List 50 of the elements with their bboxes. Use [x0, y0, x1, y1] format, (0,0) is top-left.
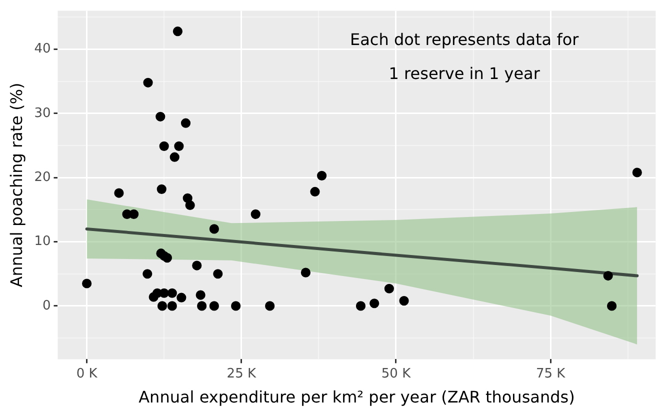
y-tick-label: 30	[34, 106, 51, 121]
y-tick-label: 0	[42, 298, 51, 314]
x-tick-label: 0 K	[76, 366, 98, 382]
y-tick-label: 10	[34, 234, 51, 250]
point	[300, 268, 311, 278]
point	[209, 301, 219, 311]
point	[172, 26, 183, 36]
point	[170, 152, 180, 162]
point	[316, 170, 327, 180]
point	[167, 288, 177, 298]
point	[82, 278, 92, 288]
point	[142, 269, 152, 279]
point	[250, 209, 260, 219]
y-axis-title: Annual poaching rate (%)	[6, 82, 26, 288]
point	[196, 290, 206, 300]
annotation: Each dot represents data for 1 reserve in 1 year	[350, 30, 580, 83]
point	[167, 301, 177, 311]
point	[603, 270, 613, 281]
x-tick-label: 50 K	[381, 366, 412, 382]
x-axis-title: Annual expenditure per km² per year (ZAR thousands)	[138, 388, 575, 407]
point	[399, 296, 409, 306]
point	[143, 78, 153, 88]
point	[129, 209, 139, 219]
y-tick-label: 20	[34, 170, 51, 185]
point	[156, 112, 166, 122]
point	[370, 298, 380, 308]
point	[231, 301, 241, 311]
point	[384, 284, 394, 294]
point	[162, 253, 172, 263]
point	[114, 188, 124, 198]
point	[156, 184, 166, 194]
point	[213, 269, 223, 279]
point	[356, 301, 366, 311]
point	[606, 301, 617, 311]
point	[159, 141, 169, 151]
point	[632, 168, 642, 178]
point	[192, 260, 202, 270]
x-tick-label: 25 K	[226, 366, 256, 382]
point	[174, 141, 184, 151]
point	[310, 186, 320, 197]
point	[176, 292, 186, 302]
point	[159, 288, 169, 298]
point	[185, 200, 195, 210]
point	[265, 301, 275, 311]
x-tick-label: 75 K	[536, 366, 566, 382]
y-tick-label: 40	[34, 42, 51, 57]
point	[180, 118, 191, 128]
point	[209, 224, 219, 234]
point	[157, 301, 168, 311]
point	[197, 301, 207, 311]
